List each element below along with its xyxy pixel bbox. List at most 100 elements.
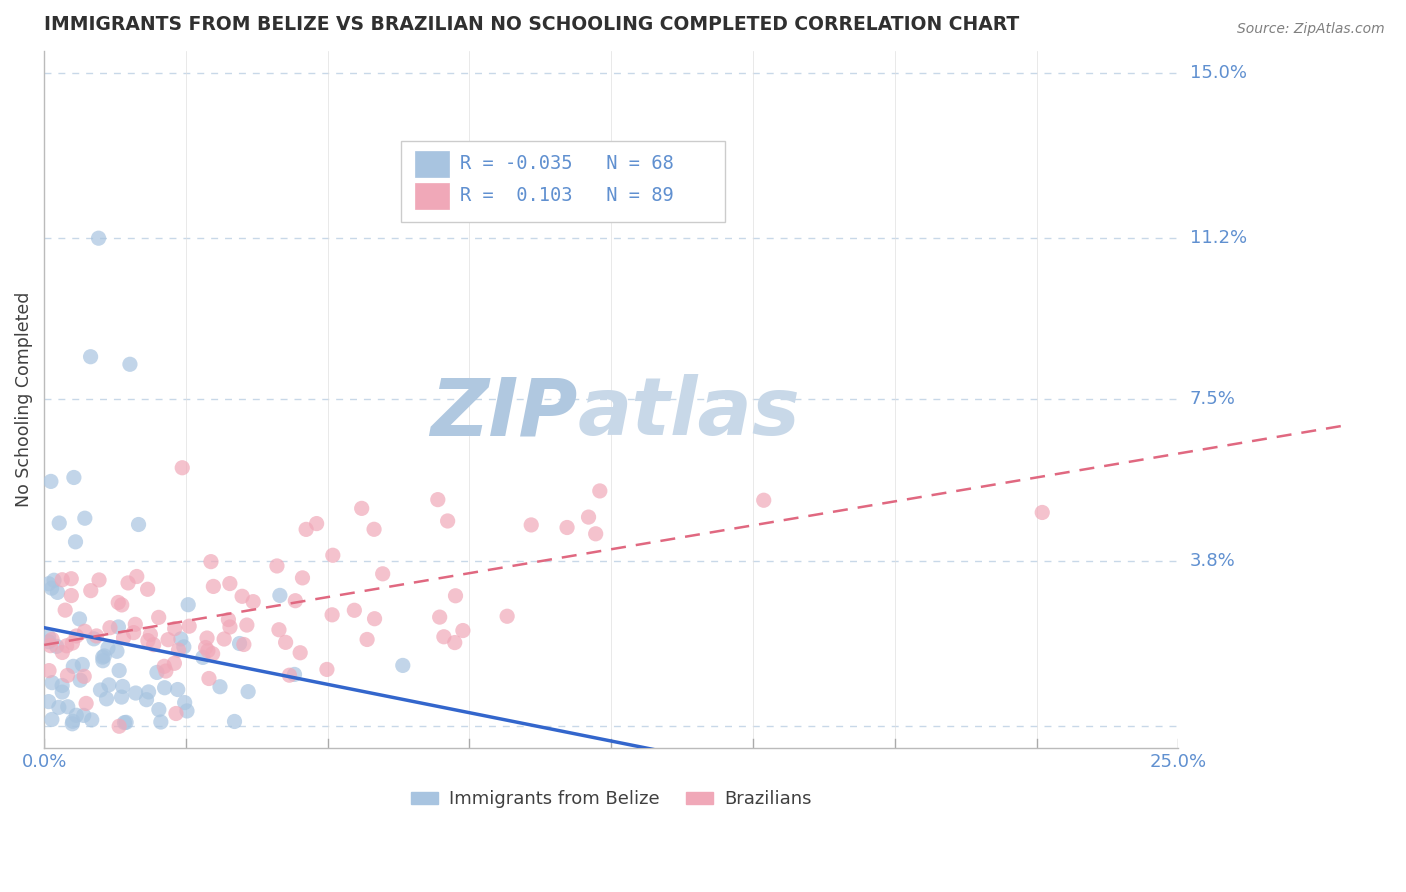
Point <box>242 594 264 608</box>
Point <box>83 632 105 646</box>
Point <box>288 646 311 660</box>
Point <box>62 659 84 673</box>
Point <box>142 638 165 652</box>
Point <box>48 516 70 530</box>
Point <box>224 714 246 729</box>
Point <box>60 572 83 586</box>
Point <box>201 647 224 661</box>
Point <box>93 648 115 663</box>
Point <box>60 716 83 731</box>
Point <box>112 631 135 645</box>
FancyBboxPatch shape <box>401 142 724 221</box>
Point <box>173 640 195 654</box>
Point <box>212 632 235 646</box>
Point <box>172 460 194 475</box>
Point <box>46 585 69 599</box>
Point <box>86 629 108 643</box>
Text: IMMIGRANTS FROM BELIZE VS BRAZILIAN NO SCHOOLING COMPLETED CORRELATION CHART: IMMIGRANTS FROM BELIZE VS BRAZILIAN NO S… <box>44 15 1019 34</box>
Point <box>283 667 305 681</box>
Point <box>38 664 60 678</box>
Point <box>278 668 301 682</box>
Point <box>194 640 217 655</box>
Point <box>321 607 343 622</box>
Point <box>231 589 253 603</box>
Point <box>62 636 84 650</box>
Point <box>39 475 62 489</box>
Point <box>48 700 70 714</box>
Point <box>91 650 114 665</box>
Point <box>444 589 467 603</box>
Text: 7.5%: 7.5% <box>1189 391 1236 409</box>
Point <box>155 664 177 678</box>
Point <box>305 516 328 531</box>
Point <box>63 470 86 484</box>
Point <box>73 669 96 683</box>
Point <box>38 634 60 648</box>
Point <box>122 625 145 640</box>
Point <box>138 685 160 699</box>
Point <box>295 522 318 536</box>
Point <box>146 665 169 680</box>
Point <box>173 696 195 710</box>
Point <box>41 713 63 727</box>
Point <box>167 643 190 657</box>
Point <box>125 569 148 583</box>
Point <box>165 706 187 721</box>
Point <box>97 641 120 656</box>
Point <box>217 613 239 627</box>
Point <box>105 644 128 658</box>
Point <box>148 610 170 624</box>
Point <box>41 632 63 647</box>
Point <box>343 603 366 617</box>
Point <box>139 627 162 641</box>
Bar <box>415 183 449 209</box>
Point <box>170 632 193 646</box>
Point <box>578 510 600 524</box>
Point <box>135 692 157 706</box>
Point <box>114 715 136 730</box>
Point <box>267 623 290 637</box>
Point <box>232 638 254 652</box>
Point <box>108 664 131 678</box>
Point <box>752 493 775 508</box>
Point <box>316 662 339 676</box>
Point <box>157 632 180 647</box>
Point <box>80 583 103 598</box>
Point <box>41 581 63 595</box>
Point <box>363 522 385 536</box>
Point <box>219 620 242 634</box>
Point <box>228 636 250 650</box>
Point <box>89 683 111 698</box>
Point <box>177 598 200 612</box>
Point <box>87 231 110 245</box>
Point <box>191 650 214 665</box>
Point <box>136 633 159 648</box>
Point <box>200 555 222 569</box>
Point <box>363 612 385 626</box>
Point <box>589 483 612 498</box>
Point <box>208 680 231 694</box>
Point <box>195 631 218 645</box>
Point <box>350 501 373 516</box>
Point <box>73 511 96 525</box>
Point <box>96 691 118 706</box>
Point <box>69 673 91 688</box>
Text: 3.8%: 3.8% <box>1189 551 1236 570</box>
Point <box>153 681 176 695</box>
Point <box>274 635 297 649</box>
Point <box>451 624 474 638</box>
Point <box>65 708 87 723</box>
Point <box>291 571 314 585</box>
Point <box>166 682 188 697</box>
Point <box>443 635 465 649</box>
Point <box>45 640 67 654</box>
Point <box>118 357 141 371</box>
Point <box>153 659 176 673</box>
Text: Source: ZipAtlas.com: Source: ZipAtlas.com <box>1237 22 1385 37</box>
Point <box>198 672 221 686</box>
Point <box>65 534 87 549</box>
Point <box>585 526 607 541</box>
Point <box>176 704 198 718</box>
Point <box>39 639 62 653</box>
Point <box>218 576 240 591</box>
